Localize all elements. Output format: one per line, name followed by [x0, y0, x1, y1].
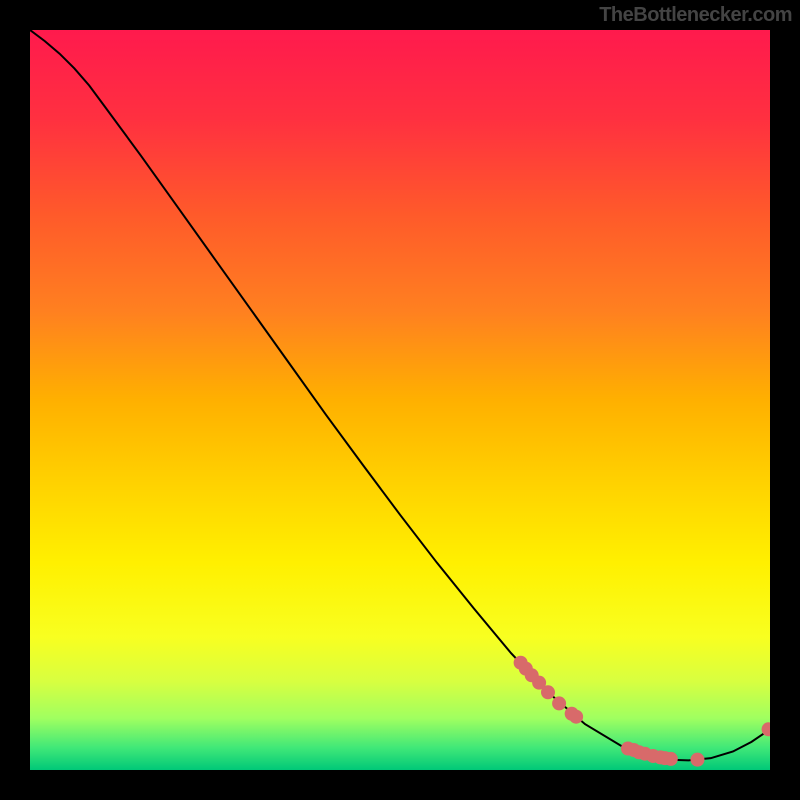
data-marker [690, 753, 704, 767]
plot-area [30, 30, 770, 770]
watermark-text: TheBottlenecker.com [599, 4, 792, 27]
data-marker [664, 752, 678, 766]
data-marker [569, 710, 583, 724]
chart-container: TheBottlenecker.com [0, 0, 800, 800]
data-marker [552, 696, 566, 710]
bottleneck-curve [30, 30, 770, 760]
data-marker [541, 685, 555, 699]
curve-svg [30, 30, 770, 770]
